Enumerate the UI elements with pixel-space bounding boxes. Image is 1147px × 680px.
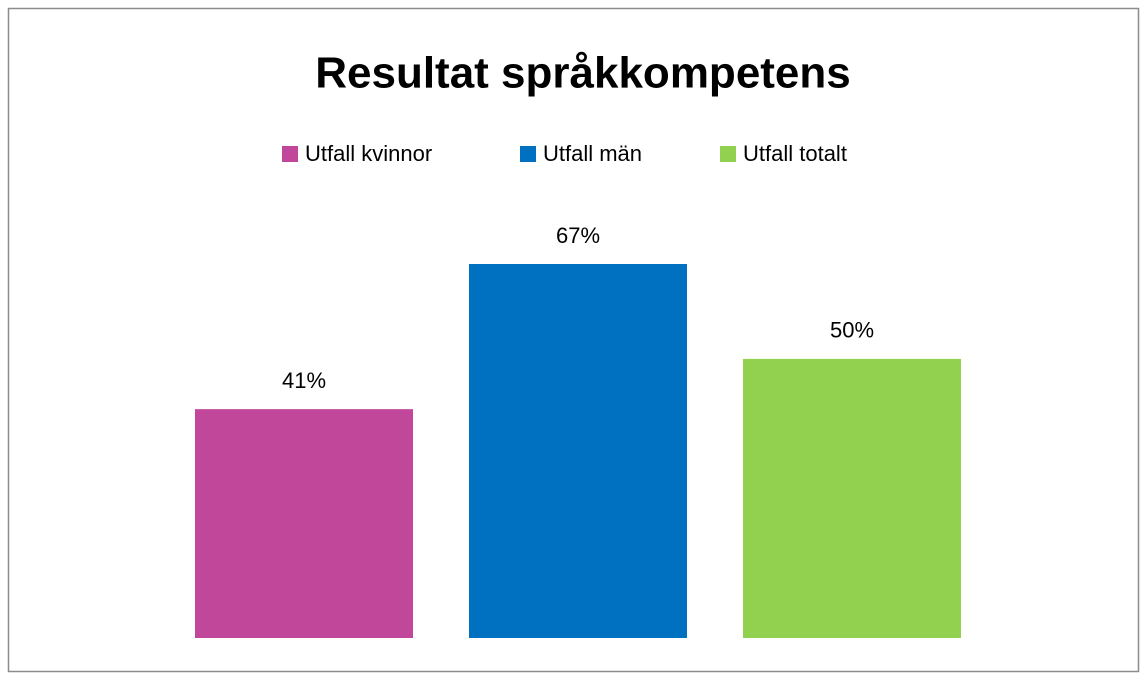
bar xyxy=(469,264,687,638)
legend-swatch xyxy=(282,146,298,162)
data-label: 67% xyxy=(556,223,600,248)
data-label: 41% xyxy=(282,368,326,393)
legend-label: Utfall män xyxy=(543,141,642,166)
chart-title: Resultat språkkompetens xyxy=(315,49,851,98)
legend-label: Utfall kvinnor xyxy=(305,141,432,166)
bar xyxy=(195,409,413,638)
bar xyxy=(743,358,961,638)
legend-swatch xyxy=(520,146,536,162)
legend-label: Utfall totalt xyxy=(743,141,847,166)
data-label: 50% xyxy=(830,318,874,343)
legend-swatch xyxy=(720,146,736,162)
